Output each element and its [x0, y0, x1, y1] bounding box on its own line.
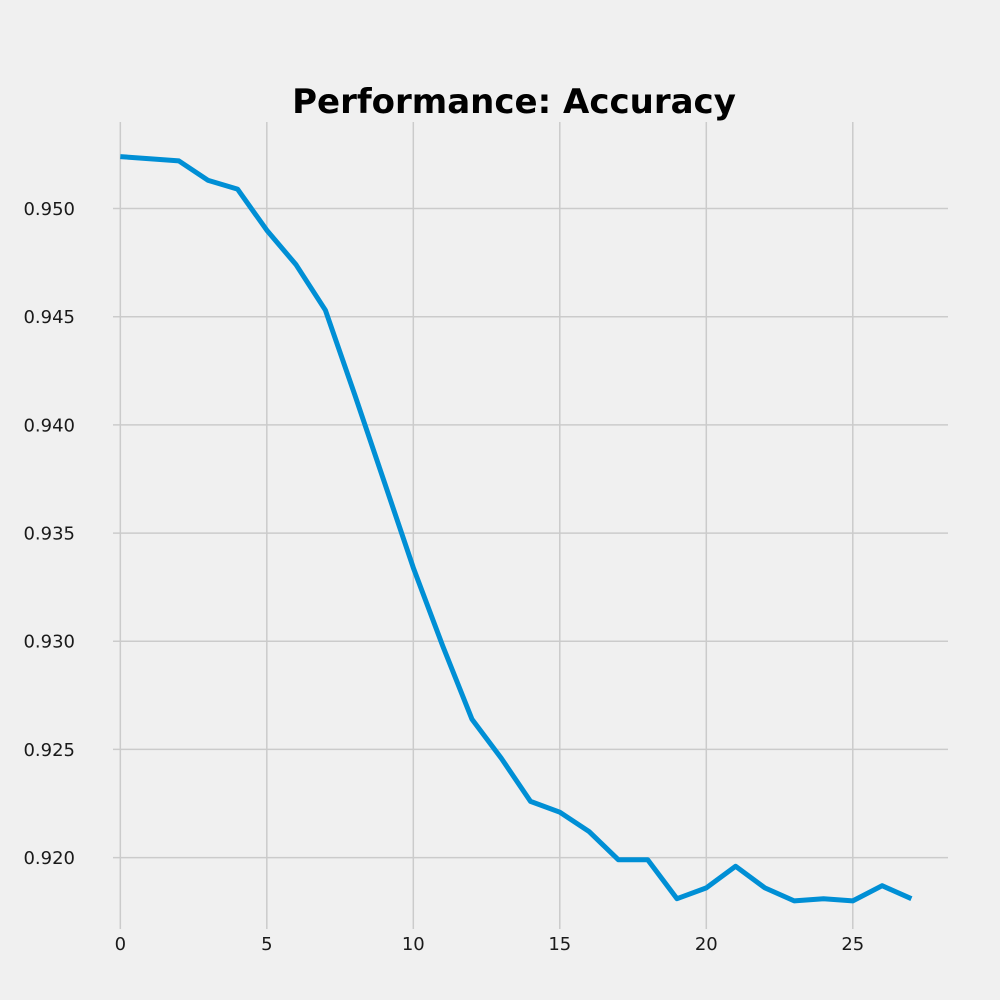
x-tick-label: 20 [695, 934, 718, 955]
x-tick-label: 10 [402, 934, 425, 955]
series-line [120, 154, 913, 904]
grid [113, 122, 948, 929]
series-layer [120, 154, 913, 904]
y-tick-label: 0.925 [23, 740, 75, 761]
y-tick-label: 0.940 [23, 415, 75, 436]
y-tick-label: 0.920 [23, 848, 75, 869]
x-tick-label: 15 [548, 934, 571, 955]
y-tick-label: 0.945 [23, 307, 75, 328]
y-tick-label: 0.930 [23, 632, 75, 653]
tick-labels: 0.920 0.925 0.930 0.935 0.940 0.945 0.950 0 5 10 1… [23, 199, 864, 955]
x-tick-label: 0 [115, 934, 126, 955]
x-tick-label: 5 [261, 934, 272, 955]
y-tick-label: 0.935 [23, 524, 75, 545]
y-tick-label: 0.950 [23, 199, 75, 220]
chart-title: Performance: Accuracy [292, 82, 736, 122]
x-tick-label: 25 [841, 934, 864, 955]
